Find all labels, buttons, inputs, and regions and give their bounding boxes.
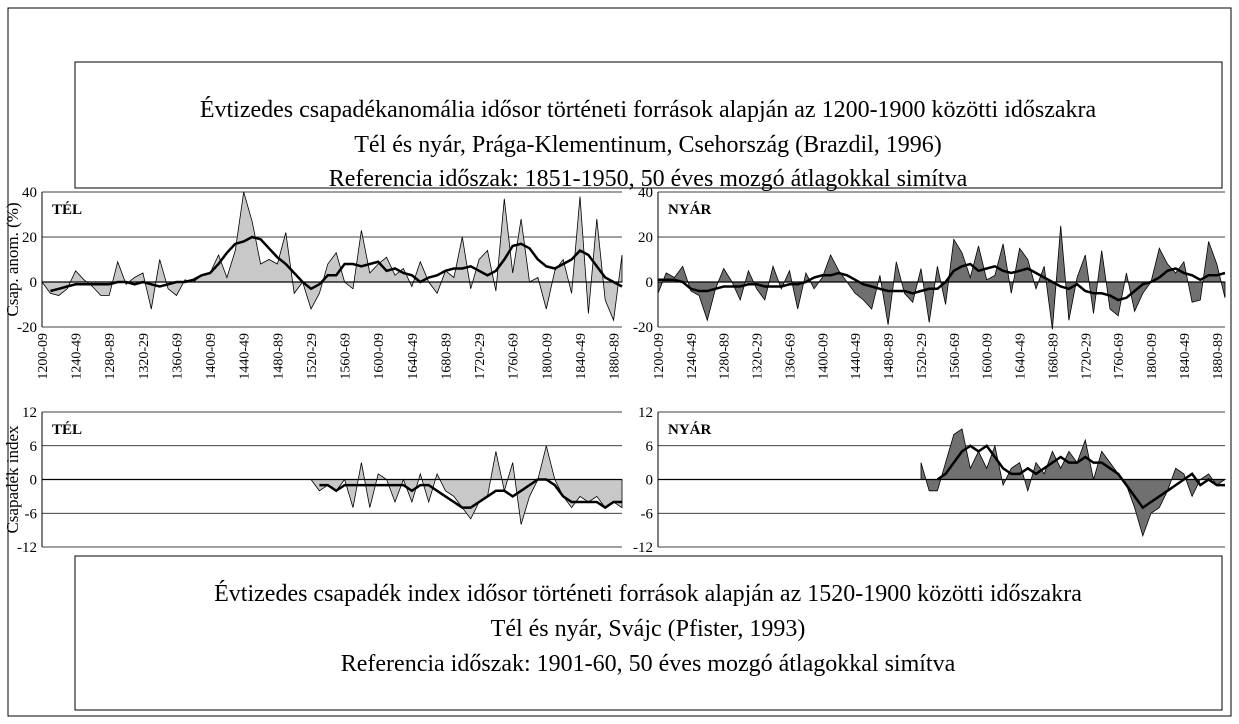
- x-tick-label: 1600-09: [981, 333, 996, 380]
- x-tick-label: 1640-49: [406, 333, 421, 380]
- x-tick-label: 1680-89: [439, 333, 454, 380]
- x-tick-label: 1480-89: [271, 333, 286, 380]
- y-tick-label: -12: [17, 540, 37, 556]
- top-caption-box: [74, 61, 1223, 189]
- y-tick-label: 12: [638, 405, 653, 421]
- x-tick-label: 1200-09: [652, 333, 667, 380]
- x-tick-label: 1560-69: [339, 333, 354, 380]
- x-tick-label: 1480-89: [882, 333, 897, 380]
- panel-label: TÉL: [52, 201, 82, 218]
- y-tick-label: 6: [646, 439, 654, 455]
- y-tick-label: 40: [22, 185, 37, 201]
- x-tick-label: 1320-29: [137, 333, 152, 380]
- x-tick-label: 1880-89: [1211, 333, 1226, 380]
- y-tick-label: 12: [22, 405, 37, 421]
- y-tick-label: 0: [30, 473, 38, 489]
- x-tick-label: 1440-49: [849, 333, 864, 380]
- x-tick-label: 1800-09: [540, 333, 555, 380]
- x-tick-label: 1680-89: [1046, 333, 1061, 380]
- x-tick-label: 1600-09: [372, 333, 387, 380]
- y-tick-label: -6: [25, 506, 38, 522]
- smoothed-line: [50, 235, 623, 293]
- x-tick-label: 1360-69: [170, 333, 185, 380]
- y-axis-label: Csap. anom. (%): [3, 202, 22, 316]
- x-tick-label: 1840-49: [574, 333, 589, 380]
- area: [657, 225, 1226, 330]
- x-tick-label: 1560-69: [948, 333, 963, 380]
- y-tick-label: -20: [17, 320, 37, 336]
- caption-line: Referencia időszak: 1901-60, 50 éves moz…: [341, 651, 956, 677]
- x-tick-label: 1640-49: [1014, 333, 1029, 380]
- y-tick-label: 20: [22, 230, 37, 246]
- panel-label: NYÁR: [668, 421, 711, 438]
- panel-label: TÉL: [52, 421, 82, 438]
- y-tick-label: -20: [633, 320, 653, 336]
- outer-frame: [7, 7, 1232, 717]
- x-tick-label: 1240-49: [70, 333, 85, 380]
- x-tick-label: 1760-69: [507, 333, 522, 380]
- caption-line: Évtizedes csapadékanomália idősor történ…: [200, 97, 1097, 123]
- y-tick-label: -12: [633, 540, 653, 556]
- x-tick-label: 1520-29: [915, 333, 930, 380]
- x-tick-label: 1360-69: [783, 333, 798, 380]
- bottom-caption-box: [74, 555, 1223, 711]
- y-tick-label: 0: [30, 275, 38, 291]
- x-tick-label: 1240-49: [685, 333, 700, 380]
- x-tick-label: 1280-89: [718, 333, 733, 380]
- y-tick-label: 0: [646, 473, 654, 489]
- caption-line: Évtizedes csapadék index idősor történet…: [214, 581, 1082, 607]
- y-axis-label: Csapadék index: [3, 425, 22, 534]
- caption-line: Tél és nyár, Prága-Klementinum, Csehorsz…: [354, 132, 942, 158]
- panel-label: NYÁR: [668, 201, 711, 218]
- y-tick-label: 6: [30, 439, 38, 455]
- x-tick-label: 1440-49: [238, 333, 253, 380]
- smoothed-line: [319, 478, 622, 510]
- caption-line: Referencia időszak: 1851-1950, 50 éves m…: [329, 166, 968, 192]
- x-tick-label: 1280-89: [103, 333, 118, 380]
- x-tick-label: 1760-69: [1112, 333, 1127, 380]
- y-tick-label: -6: [641, 506, 654, 522]
- y-tick-label: 0: [646, 275, 654, 291]
- x-tick-label: 1720-29: [473, 333, 488, 380]
- x-tick-label: 1400-09: [204, 333, 219, 380]
- x-tick-label: 1200-09: [36, 333, 51, 380]
- smoothed-line: [936, 444, 1225, 510]
- x-tick-label: 1840-49: [1178, 333, 1193, 380]
- smoothed-line: [658, 262, 1226, 302]
- x-tick-label: 1400-09: [816, 333, 831, 380]
- y-tick-label: 20: [638, 230, 653, 246]
- x-tick-label: 1880-89: [608, 333, 623, 380]
- caption-line: Tél és nyár, Svájc (Pfister, 1993): [491, 616, 806, 642]
- x-tick-label: 1800-09: [1145, 333, 1160, 380]
- x-tick-label: 1520-29: [305, 333, 320, 380]
- x-tick-label: 1720-29: [1079, 333, 1094, 380]
- y-tick-label: 40: [638, 185, 653, 201]
- x-tick-label: 1320-29: [751, 333, 766, 380]
